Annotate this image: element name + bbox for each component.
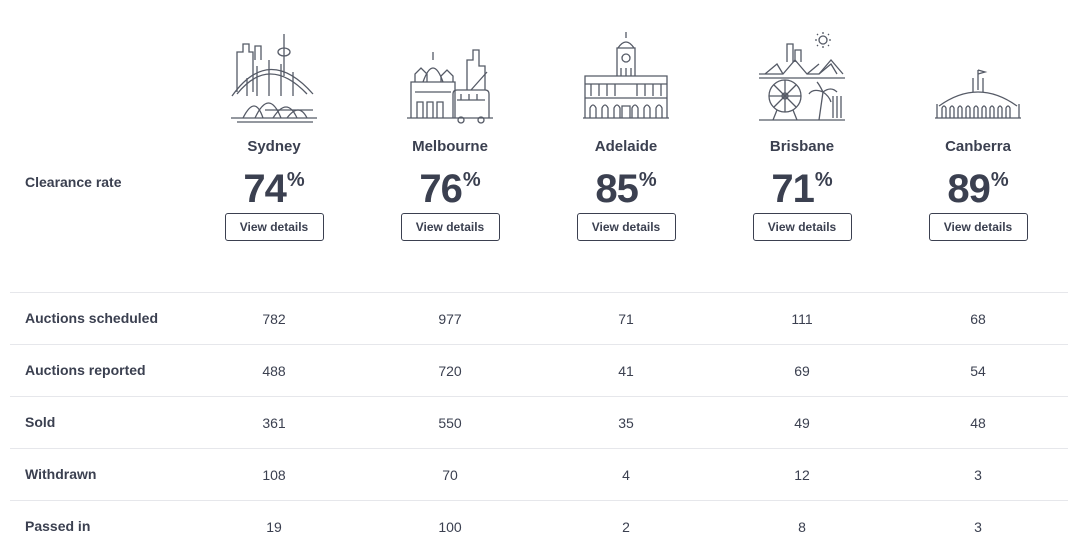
- row-label-withdrawn: Withdrawn: [25, 466, 97, 482]
- city-column-melbourne: Melbourne 76% View details: [362, 30, 538, 241]
- percent-sign: %: [638, 169, 657, 191]
- table-cell: 977: [438, 311, 462, 327]
- rate-number: 74: [243, 167, 286, 211]
- adelaide-skyline-icon: [583, 32, 669, 119]
- table-cell: 70: [442, 467, 458, 483]
- clearance-rate-value: 71%: [714, 158, 890, 211]
- table-cell: 54: [970, 363, 986, 379]
- city-name: Melbourne: [412, 138, 488, 155]
- rate-number: 71: [771, 167, 814, 211]
- table-cell: 19: [266, 519, 282, 535]
- view-details-button[interactable]: View details: [928, 213, 1028, 241]
- city-column-brisbane: Brisbane 71% View details: [714, 30, 890, 241]
- table-cell: 550: [438, 415, 462, 431]
- table-cell: 111: [791, 311, 813, 327]
- city-name: Canberra: [945, 138, 1011, 155]
- table-cell: 48: [970, 415, 986, 431]
- clearance-rate-value: 89%: [890, 158, 1066, 211]
- clearance-rate-label: Clearance rate: [25, 174, 122, 190]
- city-name: Brisbane: [769, 138, 835, 155]
- table-cell: 361: [262, 415, 286, 431]
- melbourne-skyline-icon: [407, 49, 493, 124]
- clearance-rate-value: 85%: [538, 158, 714, 211]
- table-cell: 720: [438, 363, 462, 379]
- row-divider: [10, 292, 1068, 293]
- row-label-passed-in: Passed in: [25, 518, 91, 534]
- row-label-sold: Sold: [25, 414, 56, 430]
- table-cell: 49: [794, 415, 810, 431]
- city-column-canberra: Canberra 89% View details: [890, 30, 1066, 241]
- table-cell: 8: [798, 519, 806, 535]
- canberra-skyline-icon: [935, 69, 1021, 119]
- percent-sign: %: [814, 169, 833, 191]
- table-cell: 108: [262, 467, 286, 483]
- rate-number: 76: [419, 167, 462, 211]
- percent-sign: %: [286, 169, 305, 191]
- percent-sign: %: [990, 169, 1009, 191]
- sydney-skyline-icon: [231, 34, 317, 123]
- table-cell: 2: [622, 519, 630, 535]
- clearance-rate-value: 76%: [362, 158, 538, 211]
- clearance-rate-value: 74%: [186, 158, 362, 211]
- row-label-auctions-scheduled: Auctions scheduled: [25, 310, 159, 326]
- city-name: Sydney: [247, 138, 301, 155]
- table-cell: 69: [794, 363, 810, 379]
- city-column-sydney: Sydney 74% View details: [186, 30, 362, 241]
- table-cell: 488: [262, 363, 286, 379]
- row-label-auctions-reported: Auctions reported: [25, 362, 146, 378]
- table-cell: 782: [262, 311, 286, 327]
- table-cell: 12: [794, 467, 810, 483]
- table-cell: 4: [622, 467, 630, 483]
- view-details-button[interactable]: View details: [752, 213, 852, 241]
- view-details-button[interactable]: View details: [576, 213, 676, 241]
- brisbane-skyline-icon: [759, 32, 845, 121]
- table-cell: 71: [618, 311, 634, 327]
- row-divider: [10, 500, 1068, 501]
- view-details-button[interactable]: View details: [224, 213, 324, 241]
- row-divider: [10, 396, 1068, 397]
- view-details-button[interactable]: View details: [400, 213, 500, 241]
- table-cell: 35: [618, 415, 634, 431]
- rate-number: 85: [595, 167, 638, 211]
- table-cell: 100: [438, 519, 462, 535]
- city-name: Adelaide: [594, 138, 658, 155]
- percent-sign: %: [462, 169, 481, 191]
- table-cell: 41: [618, 363, 634, 379]
- table-cell: 68: [970, 311, 986, 327]
- city-column-adelaide: Adelaide 85% View details: [538, 30, 714, 241]
- row-divider: [10, 448, 1068, 449]
- row-divider: [10, 344, 1068, 345]
- rate-number: 89: [947, 167, 990, 211]
- table-cell: 3: [974, 467, 982, 483]
- table-cell: 3: [974, 519, 982, 535]
